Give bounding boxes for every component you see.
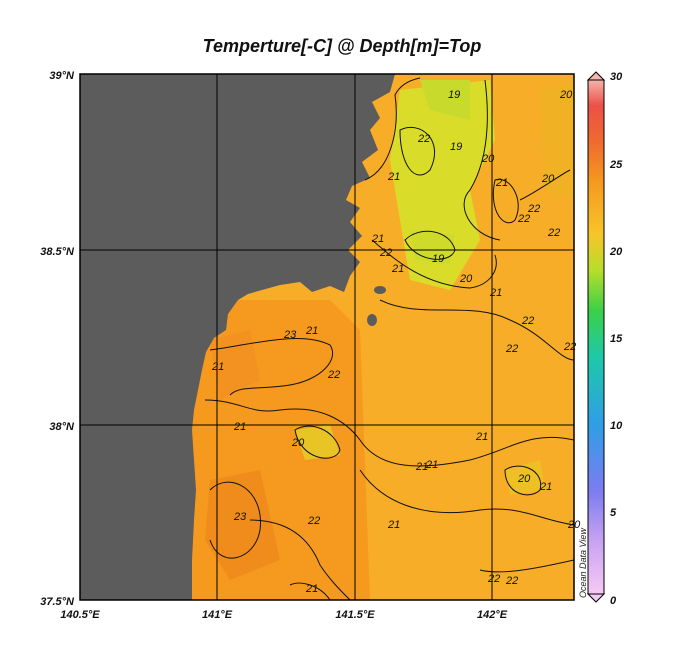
contour-label: 21 [425, 459, 438, 471]
graticule [80, 74, 574, 600]
colorbar-tick: 0 [610, 595, 617, 607]
contour-label: 22 [307, 515, 320, 527]
lat-label: 38°N [49, 421, 75, 433]
contour-label: 20 [559, 89, 573, 101]
contour-label: 21 [539, 481, 552, 493]
colorbar-tick: 5 [610, 507, 617, 519]
contour-label: 20 [541, 173, 555, 185]
odv-watermark: Ocean Data View [578, 528, 588, 598]
contour-labels: 19 22 19 20 21 20 21 22 20 22 21 22 21 1… [211, 89, 581, 595]
contour-label: 22 [379, 247, 392, 259]
colorbar-tick: 10 [610, 420, 623, 432]
contour-label: 20 [459, 273, 473, 285]
lon-label: 142°E [477, 609, 508, 621]
contour-label: 21 [489, 287, 502, 299]
contour-label: 21 [211, 361, 224, 373]
contour-label: 19 [448, 89, 460, 101]
lat-label: 37.5°N [40, 596, 75, 608]
contour-label: 19 [450, 141, 462, 153]
contour-label: 20 [567, 519, 581, 531]
lat-label: 38.5°N [40, 246, 75, 258]
contour-label: 20 [481, 153, 495, 165]
map-frame [79, 73, 575, 601]
colorbar-tick: 30 [610, 71, 623, 83]
contour-label: 21 [371, 233, 384, 245]
contour-label: 21 [475, 431, 488, 443]
contour-label: 21 [387, 519, 400, 531]
lon-label: 140.5°E [60, 609, 100, 621]
contour-label: 22 [517, 213, 530, 225]
contour-label: 20 [517, 473, 531, 485]
contour-label: 22 [505, 343, 518, 355]
contour-label: 21 [305, 583, 318, 595]
contour-label: 19 [432, 253, 444, 265]
contour-label: 22 [327, 369, 340, 381]
contour-label: 21 [495, 177, 508, 189]
contour-label: 21 [305, 325, 318, 337]
contour-label: 22 [521, 315, 534, 327]
lat-label: 39°N [49, 70, 75, 82]
lon-label: 141°E [202, 609, 233, 621]
colorbar-tick: 15 [610, 333, 623, 345]
contour-label: 21 [387, 171, 400, 183]
longitude-axis: 140.5°E 141°E 141.5°E 142°E [60, 609, 507, 621]
contour-label: 22 [505, 575, 518, 587]
contour-label: 22 [547, 227, 560, 239]
lon-label: 141.5°E [335, 609, 375, 621]
island [367, 314, 377, 326]
island [374, 286, 386, 294]
colorbar: 30 25 20 15 10 5 0 [586, 71, 623, 607]
colorbar-tick: 20 [609, 246, 623, 258]
contour-label: 21 [233, 421, 246, 433]
contour-lines [204, 77, 574, 600]
contour-label: 23 [233, 511, 247, 523]
contour-label: 23 [283, 329, 297, 341]
contour-label: 22 [563, 341, 576, 353]
contour-label: 21 [415, 461, 428, 473]
contour-label: 22 [487, 573, 500, 585]
contour-label: 22 [417, 133, 430, 145]
latitude-axis: 39°N 38.5°N 38°N 37.5°N [40, 70, 75, 608]
colorbar-tick: 25 [609, 159, 623, 171]
contour-label: 21 [391, 263, 404, 275]
contour-label: 20 [291, 437, 305, 449]
land-mass [80, 74, 395, 600]
contour-label: 22 [527, 203, 540, 215]
map-title: Temperture[-C] @ Depth[m]=Top [202, 36, 482, 56]
